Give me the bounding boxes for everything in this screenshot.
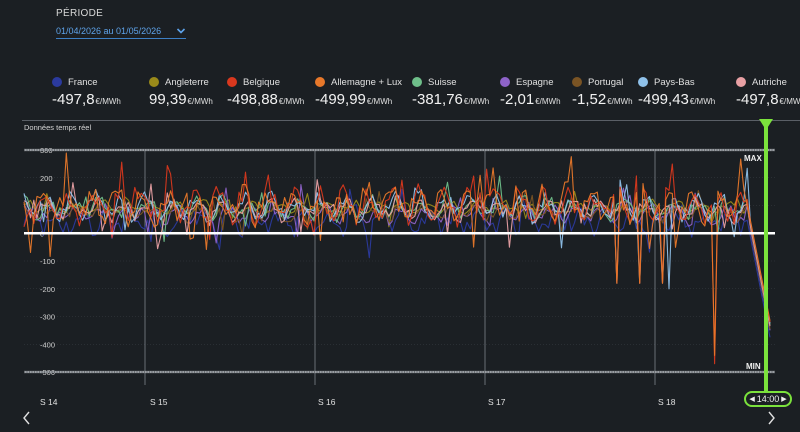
period-label: PÉRIODE [56,8,104,19]
legend-unit: €/MWh [607,97,633,106]
legend-item[interactable]: Suisse -381,76€/MWh [412,76,500,108]
legend-unit: €/MWh [278,97,305,106]
legend-name: Pays-Bas [638,76,736,88]
x-tick-label: S 18 [658,397,676,407]
y-tick-label: 200 [40,174,53,183]
period-select[interactable]: 01/04/2026 au 01/05/2026 [56,24,186,39]
legend-label: Angleterre [165,76,209,88]
x-tick-label: S 15 [150,397,168,407]
legend-value: -381,76€/MWh [412,91,490,108]
series-line [23,184,771,331]
legend-dot-icon [638,77,648,87]
legend-dot-icon [412,77,422,87]
series-line [23,161,771,365]
legend-unit: €/MWh [366,97,393,106]
legend-label: Espagne [516,76,554,88]
x-tick-label: S 14 [40,397,58,407]
y-tick-label: -100 [40,257,55,266]
time-cursor-value: 14:00 [756,394,780,404]
legend-label: Belgique [243,76,280,88]
legend-name: Portugal [572,76,638,88]
legend-value: -497,8€/MWh [52,91,121,108]
legend-unit: €/MWh [187,97,213,106]
legend-value: 99,39€/MWh [149,91,213,108]
legend-value: -2,01€/MWh [500,91,561,108]
right-caret-icon: ▶ [781,396,787,403]
legend-label: Allemagne + Lux [331,76,403,88]
legend-item[interactable]: Autriche -497,8€/MWh [736,76,800,108]
legend-label: Autriche [752,76,787,88]
legend-value: -499,99€/MWh [315,91,393,108]
legend-name: Espagne [500,76,572,88]
legend-dot-icon [227,77,237,87]
legend-dot-icon [52,77,62,87]
legend-item[interactable]: Belgique -498,88€/MWh [227,76,315,108]
max-label: MAX [744,154,762,163]
legend-unit: €/MWh [535,97,561,106]
legend-item[interactable]: Allemagne + Lux -499,99€/MWh [315,76,412,108]
series-line [23,152,771,356]
legend-value: -497,8€/MWh [736,91,800,108]
divider [22,120,800,121]
legend-value: -499,43€/MWh [638,91,716,108]
legend-dot-icon [149,77,159,87]
legend-name: Suisse [412,76,500,88]
legend-item[interactable]: France -497,8€/MWh [52,76,149,108]
previous-arrow-icon[interactable] [20,410,34,426]
legend-name: Angleterre [149,76,227,88]
legend-item[interactable]: Pays-Bas -499,43€/MWh [638,76,736,108]
legend-unit: €/MWh [689,97,716,106]
x-tick-label: S 16 [318,397,336,407]
legend: France -497,8€/MWh Angleterre 99,39€/MWh Bel… [52,76,800,108]
legend-item[interactable]: Angleterre 99,39€/MWh [149,76,227,108]
y-tick-label: -400 [40,340,55,349]
legend-label: Portugal [588,76,624,88]
legend-item[interactable]: Espagne -2,01€/MWh [500,76,572,108]
legend-label: France [68,76,98,88]
legend-item[interactable]: Portugal -1,52€/MWh [572,76,638,108]
x-tick-label: S 17 [488,397,506,407]
min-label: MIN [746,362,761,371]
legend-unit: €/MWh [463,97,490,106]
legend-label: Suisse [428,76,457,88]
left-caret-icon: ◀ [749,396,755,403]
legend-value: -498,88€/MWh [227,91,305,108]
legend-unit: €/MWh [95,97,121,106]
legend-dot-icon [500,77,510,87]
chevron-down-icon [176,28,186,34]
series-line [23,189,771,330]
legend-name: Autriche [736,76,800,88]
legend-name: Allemagne + Lux [315,76,412,88]
legend-unit: €/MWh [779,97,800,106]
period-value: 01/04/2026 au 01/05/2026 [56,26,162,36]
legend-dot-icon [572,77,582,87]
time-cursor-badge[interactable]: ◀ 14:00 ▶ [744,391,792,407]
legend-dot-icon [315,77,325,87]
legend-name: France [52,76,149,88]
legend-name: Belgique [227,76,315,88]
legend-dot-icon [736,77,746,87]
y-tick-label: -200 [40,285,55,294]
legend-value: -1,52€/MWh [572,91,633,108]
realtime-label: Données temps réel [24,123,92,132]
legend-label: Pays-Bas [654,76,695,88]
next-arrow-icon[interactable] [764,410,778,426]
y-tick-label: -300 [40,313,55,322]
time-cursor-handle-icon [759,119,773,130]
